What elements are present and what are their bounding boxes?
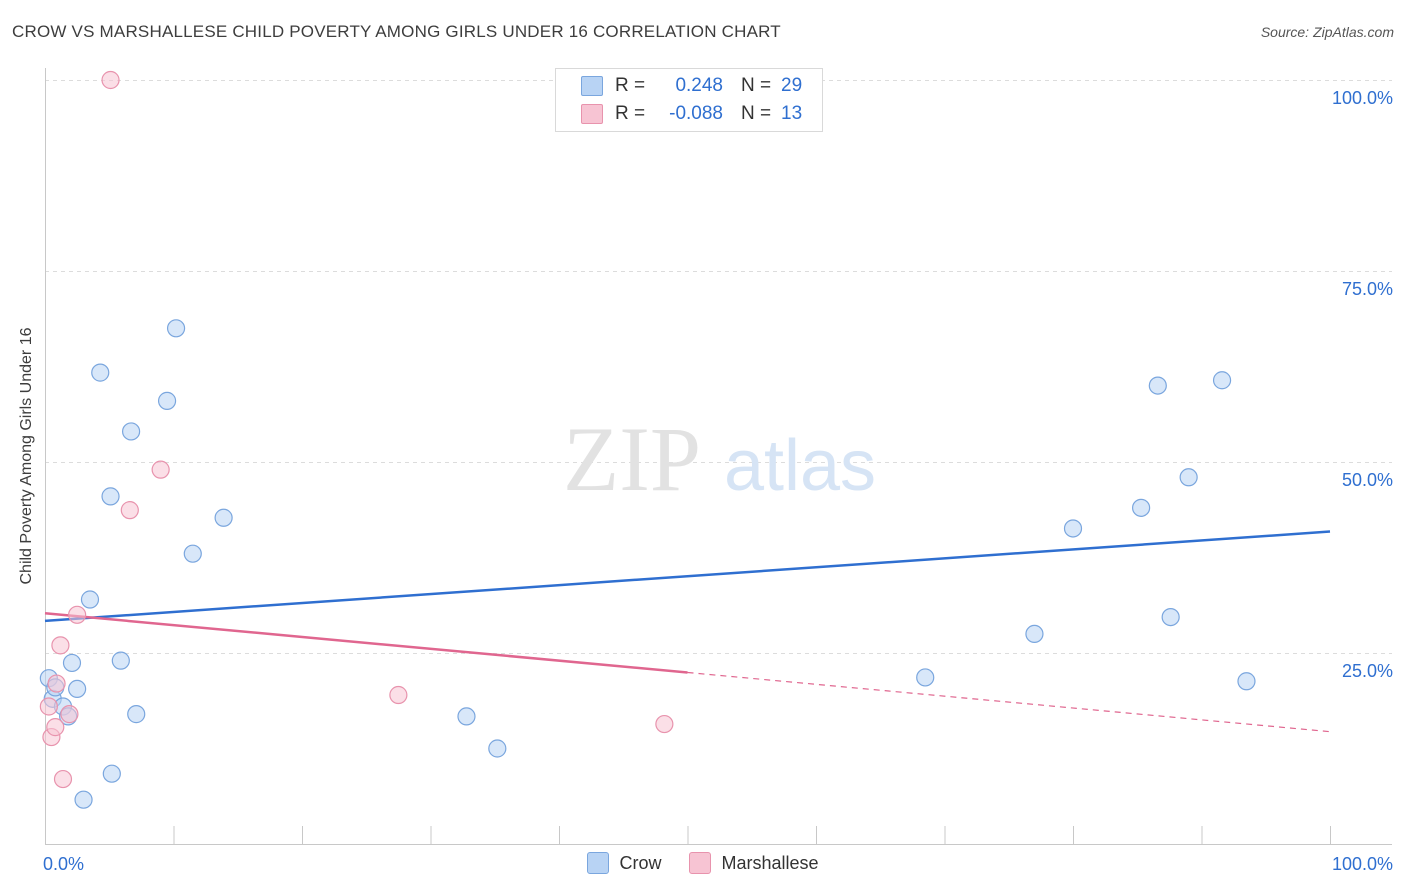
crow-point (111, 651, 130, 670)
crow-point (488, 739, 507, 758)
crow-point (1025, 624, 1044, 644)
marshallese-swatch (689, 852, 712, 874)
marshallese-point (151, 460, 170, 479)
series-legend: Crow Marshallese (0, 852, 1406, 874)
crow-point (1237, 672, 1256, 691)
y-tick-label: 100.0% (1332, 88, 1393, 108)
marshallese-point (53, 769, 73, 789)
crow-point (1179, 468, 1198, 487)
source-label: Source: (1260, 24, 1310, 40)
marshallese-point (101, 70, 120, 90)
n-label: N = (741, 103, 772, 124)
marshallese-point (51, 636, 70, 655)
x-tick-label: 0.0% (43, 854, 84, 874)
marshallese-point (39, 697, 58, 716)
crow-point (1148, 376, 1167, 395)
r-value: -0.088 (669, 103, 723, 124)
crow-swatch (587, 852, 610, 874)
crow-point (214, 508, 233, 527)
marshallese-point (120, 501, 139, 520)
crow-point (1063, 519, 1083, 538)
legend-label-marshallese: Marshallese (721, 852, 819, 873)
data-points (39, 70, 1256, 809)
r-label: R = (615, 75, 646, 96)
stats-legend: R = 0.248 N = 29 R = -0.088 N = 13 (555, 68, 823, 132)
grid-lines (45, 80, 1392, 654)
marshallese-point (46, 718, 65, 737)
crow-point (166, 319, 186, 338)
crow-point (1212, 371, 1232, 390)
crow-point (101, 487, 120, 506)
watermark: ZIP atlas (563, 408, 876, 510)
trend-line-marshallese-dashed (687, 671, 1331, 733)
trend-line-crow (44, 530, 1331, 623)
legend-item-crow[interactable]: Crow (587, 852, 661, 874)
r-label: R = (615, 103, 646, 124)
stats-row-marshallese: R = -0.088 N = 13 (581, 101, 802, 127)
x-tick-label: 100.0% (1332, 854, 1393, 874)
crow-point (157, 391, 177, 410)
stats-row-crow: R = 0.248 N = 29 (581, 73, 802, 99)
legend-label-crow: Crow (619, 852, 662, 873)
watermark-zip: ZIP (563, 408, 701, 510)
crow-point (102, 764, 121, 783)
marshallese-point (60, 705, 79, 724)
marshallese-point (389, 685, 408, 705)
chart-title: CROW VS MARSHALLESE CHILD POVERTY AMONG … (12, 22, 781, 41)
tick-labels: 25.0% 50.0% 75.0% 100.0% 0.0% 100.0% (43, 88, 1393, 874)
axes (45, 68, 1392, 845)
source-value: ZipAtlas.com (1313, 24, 1394, 40)
crow-swatch (581, 76, 603, 96)
r-value: 0.248 (675, 75, 723, 96)
source-credit: Source: ZipAtlas.com (1261, 24, 1394, 40)
crow-point (68, 679, 87, 699)
marshallese-point (655, 714, 674, 734)
crow-point (1161, 607, 1180, 627)
crow-point (183, 544, 202, 563)
y-tick-label: 50.0% (1342, 470, 1393, 490)
y-tick-label: 75.0% (1342, 279, 1393, 299)
n-label: N = (741, 75, 772, 96)
crow-point (62, 653, 82, 673)
crow-point (127, 705, 146, 724)
n-value: 29 (781, 75, 803, 96)
trend-lines (44, 530, 1331, 733)
marshallese-swatch (581, 104, 603, 124)
legend-item-marshallese[interactable]: Marshallese (689, 852, 819, 874)
watermark-atlas: atlas (724, 426, 876, 506)
crow-point (457, 707, 476, 726)
marshallese-point (68, 605, 87, 624)
marshallese-point (47, 674, 66, 693)
crow-point (91, 363, 110, 382)
trend-line-marshallese (44, 612, 688, 674)
crow-point (80, 590, 100, 609)
y-tick-label: 25.0% (1342, 661, 1393, 681)
crow-point (74, 790, 93, 809)
n-value: 13 (781, 103, 803, 124)
crow-point (916, 668, 935, 687)
crow-point (121, 422, 141, 441)
crow-point (1132, 498, 1151, 517)
